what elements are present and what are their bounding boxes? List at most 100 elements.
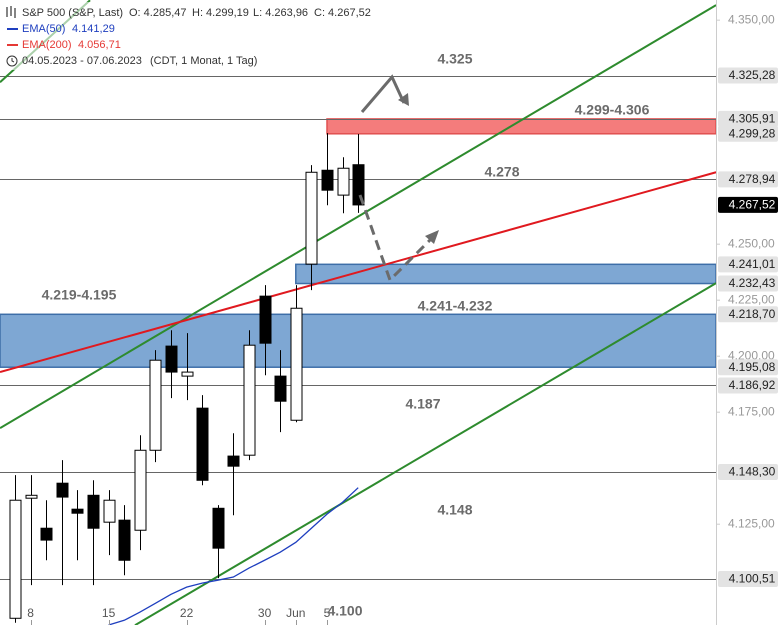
level-label: 4.100,51 (729, 572, 776, 586)
level-label-bg (718, 196, 778, 213)
candle-body (243, 344, 256, 456)
candle-body (165, 345, 178, 373)
candle-icon (6, 6, 16, 18)
legend-name: EMA(200) (22, 39, 72, 51)
plot-area (0, 0, 717, 625)
y-tick-label: 4.250,00 (728, 236, 775, 250)
candle-body (40, 527, 53, 541)
y-tick-label: 4.175,00 (728, 404, 775, 418)
trendline (0, 4, 717, 429)
zone-label: 4.219-4.195 (42, 287, 117, 303)
level-label-bg (718, 275, 778, 292)
legend-swatch (7, 28, 18, 30)
x-tick-label: 30 (258, 606, 272, 620)
level-label: 4.305,91 (729, 112, 776, 126)
candle-body (352, 164, 365, 206)
level-label-bg (718, 125, 778, 142)
legend-swatch (7, 44, 18, 46)
x-tick-label: 22 (180, 606, 194, 620)
header-bg (0, 2, 380, 70)
candle-body (118, 519, 131, 561)
level-label: 4.195,08 (729, 360, 776, 374)
level-label-bg (718, 306, 778, 323)
trendline (134, 282, 717, 625)
clock-icon (11, 58, 15, 63)
candle-body (337, 167, 350, 196)
level-label-bg (718, 256, 778, 273)
candle-body (56, 482, 69, 498)
candle-body (212, 507, 225, 549)
x-tick-label: 5 (324, 606, 331, 620)
dashed-arrow (358, 194, 434, 283)
level-label: 4.232,43 (729, 276, 776, 290)
open-label: O: 4.285,47 (129, 7, 187, 19)
candle-body (196, 407, 209, 481)
candle-body (134, 449, 147, 531)
header: S&P 500 (S&P, Last) O: 4.285,47 H: 4.299… (0, 2, 380, 70)
zone-label: 4.241-4.232 (418, 298, 493, 314)
drawn-arrows (358, 74, 439, 283)
level-label-bg (718, 67, 778, 84)
y-tick-label: 4.350,00 (728, 12, 775, 26)
candle-body (9, 499, 22, 619)
close-label: C: 4.267,52 (314, 7, 371, 19)
level-label: 4.325,28 (729, 68, 776, 82)
annotation: 4.148 (437, 502, 472, 518)
candle-body (25, 494, 38, 499)
level-label-bg (718, 463, 778, 480)
level-label: 4.186,92 (729, 378, 776, 392)
annotation: 4.278 (484, 164, 519, 180)
legend-value: 4.056,71 (78, 39, 121, 51)
y-tick-label: 4.225,00 (728, 292, 775, 306)
level-label-bg (718, 571, 778, 588)
clock-icon (6, 55, 18, 67)
high-label: H: 4.299,19 (192, 7, 249, 19)
candle-body (290, 307, 303, 421)
date-range: 04.05.2023 - 07.06.2023 (22, 55, 142, 67)
candle-body (149, 359, 162, 451)
candle-body (227, 455, 240, 467)
level-label-bg (718, 377, 778, 394)
level-label: 4.267,52 (729, 198, 776, 212)
overlay: 8 15 22 30 Jun 5 4.325 4.278 4.187 4.148 4.100 4.29… (27, 51, 650, 625)
instrument-title: S&P 500 (S&P, Last) (22, 7, 123, 19)
y-tick-label: 4.200,00 (728, 348, 775, 362)
level-label: 4.278,94 (729, 172, 776, 186)
level-label: 4.241,01 (729, 257, 776, 271)
candle-body (259, 295, 272, 344)
price-axis: 4.350,00 4.250,00 4.225,00 4.200,00 4.175,00… (716, 12, 778, 588)
annotation: 4.325 (437, 51, 472, 67)
x-tick-label: 8 (27, 606, 34, 620)
candle-body (181, 371, 194, 377)
candle-body (87, 494, 100, 529)
arrow-head (398, 93, 409, 106)
zone (0, 313, 717, 368)
candle-body (274, 375, 287, 402)
trendline (0, 171, 717, 374)
y-tick-label: 4.125,00 (728, 516, 775, 530)
annotation: 4.187 (405, 396, 440, 412)
candle-body (305, 171, 318, 265)
arrow-line (360, 74, 406, 113)
x-tick-label: 15 (102, 606, 116, 620)
level-label-bg (718, 359, 778, 376)
arrow-head (425, 230, 439, 244)
x-tick-label: Jun (286, 606, 305, 620)
ema-line (108, 487, 359, 625)
candle-body (103, 499, 116, 523)
level-label-bg (718, 110, 778, 127)
low-label: L: 4.263,96 (253, 7, 308, 19)
legend-name: EMA(50) (22, 23, 65, 35)
legend-value: 4.141,29 (72, 23, 115, 35)
zone (295, 263, 717, 285)
level-label: 4.299,28 (729, 126, 776, 140)
annotation: 4.100 (327, 603, 362, 619)
zone-label: 4.299-4.306 (575, 102, 650, 118)
candle-body (321, 169, 334, 191)
level-label: 4.218,70 (729, 307, 776, 321)
level-label: 4.148,30 (729, 465, 776, 479)
level-label-bg (718, 171, 778, 188)
chart-settings: (CDT, 1 Monat, 1 Tag) (150, 55, 257, 67)
candle-body (71, 508, 84, 514)
